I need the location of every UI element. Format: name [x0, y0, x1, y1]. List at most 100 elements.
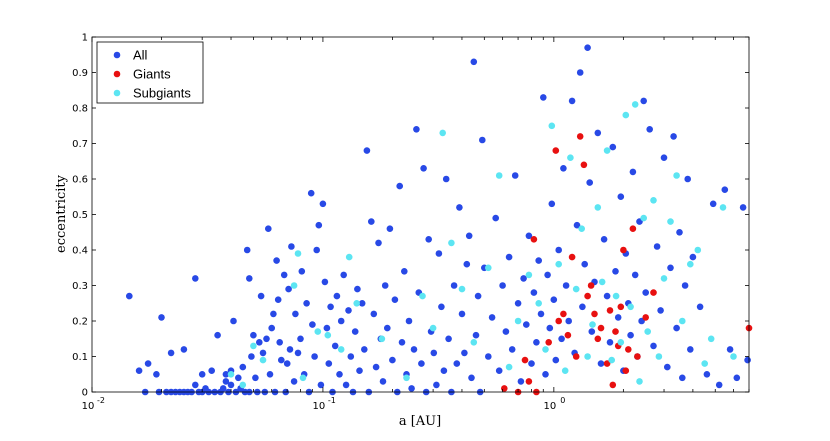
point-all [336, 371, 343, 378]
point-subgiants [485, 264, 492, 272]
point-subgiants [495, 172, 503, 179]
point-giants [572, 353, 580, 360]
point-giants [620, 246, 627, 254]
point-all [297, 335, 304, 343]
point-all [505, 253, 513, 261]
point-all [629, 168, 637, 176]
point-giants [580, 161, 588, 169]
point-all [468, 374, 475, 382]
point-subgiants [290, 282, 298, 289]
point-all [579, 303, 586, 311]
legend-marker-subgiants [113, 89, 121, 97]
point-all [511, 172, 519, 179]
point-all [227, 381, 235, 389]
series-subgiants [227, 101, 737, 389]
point-giants [552, 147, 560, 154]
point-all [485, 353, 492, 360]
point-subgiants [403, 374, 410, 382]
point-all [456, 204, 463, 211]
point-subgiants [337, 346, 345, 353]
point-all [653, 243, 661, 250]
point-giants [606, 307, 614, 314]
point-all [144, 360, 152, 367]
point-all [438, 303, 445, 311]
point-subgiants [673, 172, 680, 179]
point-all [650, 342, 657, 350]
data-points [126, 44, 753, 396]
x-tick-exponent: -1 [328, 396, 336, 405]
point-all [401, 268, 408, 275]
point-all [410, 346, 418, 353]
point-subgiants [687, 260, 694, 268]
point-subgiants [644, 328, 651, 335]
point-all [222, 378, 230, 385]
point-subgiants [542, 346, 549, 353]
point-all [340, 271, 348, 279]
point-giants [603, 360, 611, 367]
point-all [384, 324, 391, 332]
y-tick-label: 0.7 [72, 139, 88, 150]
point-giants [560, 310, 567, 318]
point-subgiants [589, 321, 596, 328]
point-all [606, 339, 614, 346]
point-all [268, 324, 276, 332]
y-tick-label: 0.5 [72, 210, 88, 221]
point-all [562, 282, 570, 289]
point-all [681, 282, 689, 289]
point-subgiants [603, 147, 611, 154]
point-all [274, 296, 282, 304]
point-subgiants [429, 324, 437, 332]
point-all [453, 360, 461, 367]
point-subgiants [655, 353, 663, 360]
point-giants [609, 381, 617, 389]
point-all [372, 363, 380, 371]
point-subgiants [294, 250, 302, 257]
point-giants [642, 314, 649, 321]
point-giants [617, 303, 625, 311]
point-all [303, 300, 310, 307]
point-subgiants [535, 300, 542, 307]
point-all [614, 314, 622, 321]
point-all [153, 371, 160, 378]
y-tick-label: 1 [82, 33, 88, 44]
point-all [544, 271, 551, 279]
point-all [309, 321, 316, 328]
point-all [492, 214, 500, 222]
point-all [640, 97, 647, 105]
point-all [472, 331, 480, 339]
y-tick-label: 0.4 [72, 246, 88, 257]
point-all [550, 296, 558, 304]
point-all [192, 381, 199, 389]
point-subgiants [239, 381, 247, 389]
legend-marker-all [113, 51, 121, 59]
x-tick-label: 10 [82, 401, 95, 412]
point-all [219, 385, 227, 392]
point-all [670, 133, 677, 140]
point-subgiants [378, 335, 386, 343]
point-giants [612, 328, 619, 335]
point-subgiants [719, 204, 727, 211]
point-all [627, 331, 634, 339]
point-all [721, 186, 729, 193]
point-all [603, 292, 611, 300]
point-all [381, 282, 389, 289]
point-subgiants [561, 367, 569, 375]
point-all [586, 179, 593, 186]
x-axis-label: a [AU] [399, 414, 441, 429]
point-all [612, 268, 619, 275]
point-all [257, 292, 265, 300]
point-all [345, 307, 352, 314]
point-giants [634, 353, 641, 360]
point-all [425, 236, 433, 243]
point-giants [525, 378, 533, 385]
point-all [230, 317, 237, 325]
y-tick-label: 0.8 [72, 104, 88, 115]
point-all [442, 175, 450, 183]
point-all [523, 321, 530, 328]
point-all [709, 200, 717, 208]
point-all [327, 303, 334, 311]
point-subgiants [650, 197, 657, 204]
point-giants [568, 253, 576, 261]
point-all [278, 356, 285, 364]
point-all [517, 378, 525, 385]
